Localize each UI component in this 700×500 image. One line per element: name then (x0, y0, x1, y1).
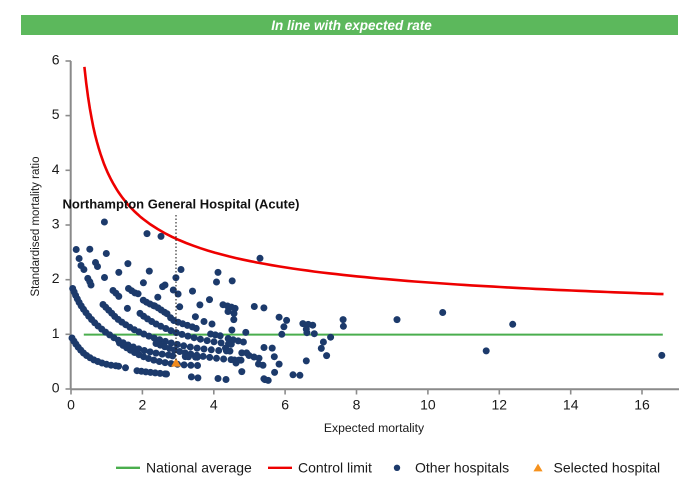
svg-text:8: 8 (353, 397, 361, 413)
svg-text:Control limit: Control limit (298, 459, 372, 475)
svg-text:2: 2 (139, 397, 147, 413)
svg-text:4: 4 (210, 397, 218, 413)
svg-text:1: 1 (52, 325, 60, 341)
svg-text:0: 0 (52, 380, 60, 396)
svg-text:3: 3 (52, 216, 60, 232)
svg-text:10: 10 (420, 397, 436, 413)
svg-text:Standardised mortality ratio: Standardised mortality ratio (30, 157, 42, 297)
svg-text:Other hospitals: Other hospitals (415, 459, 509, 475)
svg-text:14: 14 (563, 397, 579, 413)
svg-text:Expected mortality: Expected mortality (324, 421, 425, 435)
svg-text:In line with expected rate: In line with expected rate (271, 18, 432, 33)
svg-text:6: 6 (281, 397, 289, 413)
svg-text:12: 12 (492, 397, 508, 413)
svg-text:2: 2 (52, 270, 60, 286)
svg-text:6: 6 (52, 52, 60, 68)
svg-text:National average: National average (146, 459, 252, 475)
svg-text:Northampton General Hospital (: Northampton General Hospital (Acute) (63, 197, 300, 212)
svg-text:16: 16 (634, 397, 650, 413)
svg-text:0: 0 (67, 397, 75, 413)
svg-text:5: 5 (52, 106, 60, 122)
svg-text:Selected hospital: Selected hospital (554, 459, 661, 475)
svg-text:4: 4 (52, 161, 60, 177)
